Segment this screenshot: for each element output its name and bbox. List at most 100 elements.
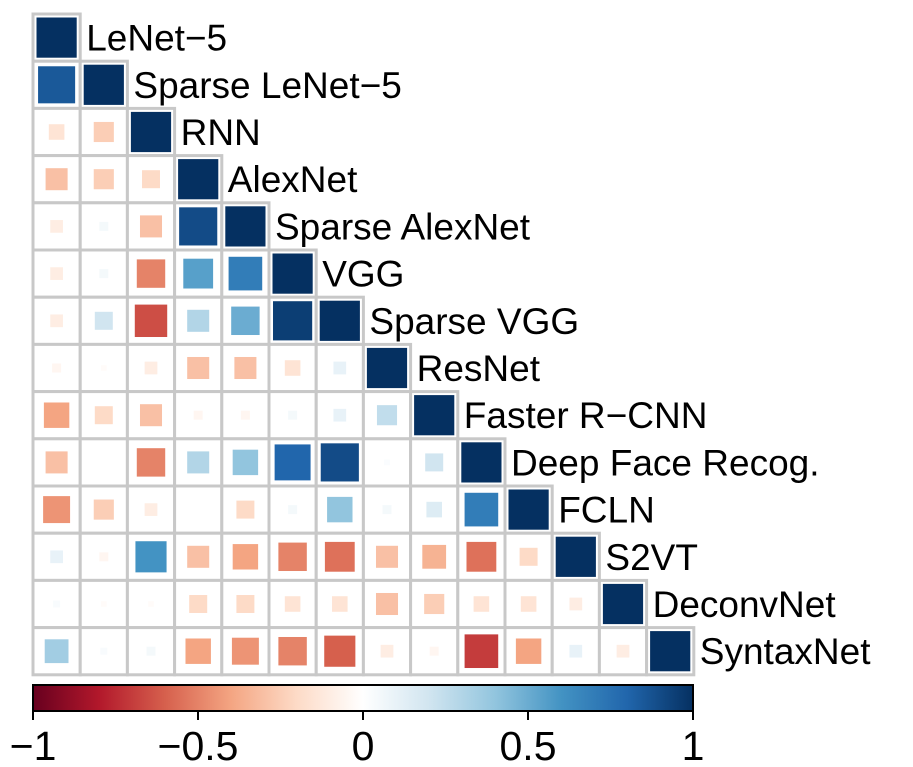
cell-5-0 bbox=[31, 248, 82, 299]
colorbar-tick-label: 0 bbox=[352, 723, 375, 767]
correlation-square bbox=[135, 541, 167, 573]
correlation-square bbox=[332, 596, 348, 612]
correlation-square bbox=[333, 408, 347, 422]
cell-10-8 bbox=[409, 484, 460, 535]
cell-9-8 bbox=[409, 437, 460, 488]
correlation-square bbox=[187, 545, 210, 568]
cell-10-1 bbox=[78, 484, 129, 535]
cell-12-12 bbox=[597, 578, 649, 630]
colorbar-tick-label: −1 bbox=[10, 723, 57, 767]
cell-13-10 bbox=[503, 626, 554, 677]
correlation-square bbox=[320, 443, 359, 482]
cell-5-2 bbox=[125, 248, 177, 299]
cell-6-5 bbox=[267, 295, 318, 346]
cell-11-3 bbox=[173, 531, 224, 582]
cell-12-4 bbox=[220, 578, 271, 630]
cell-7-0 bbox=[31, 342, 82, 394]
cell-3-2 bbox=[125, 154, 177, 205]
cell-3-3 bbox=[173, 154, 224, 205]
correlation-square bbox=[146, 646, 156, 656]
cell-8-1 bbox=[78, 390, 129, 441]
correlation-square bbox=[231, 306, 260, 336]
cell-12-9 bbox=[456, 578, 507, 630]
correlation-square bbox=[376, 405, 398, 426]
cell-5-1 bbox=[78, 248, 129, 299]
correlation-square bbox=[464, 492, 499, 527]
correlation-square bbox=[366, 347, 408, 389]
cell-13-1 bbox=[78, 626, 129, 677]
correlation-square bbox=[273, 301, 313, 341]
cell-6-4 bbox=[220, 295, 271, 346]
cell-9-5 bbox=[267, 437, 318, 488]
correlation-square bbox=[228, 256, 263, 291]
colorbar-gradient bbox=[32, 684, 694, 712]
cell-12-11 bbox=[550, 578, 601, 630]
correlation-square bbox=[602, 583, 644, 625]
cell-13-11 bbox=[550, 626, 601, 677]
cell-7-5 bbox=[267, 342, 318, 394]
correlation-square bbox=[83, 64, 124, 105]
cell-2-2 bbox=[125, 106, 177, 158]
cell-10-0 bbox=[31, 484, 82, 535]
correlation-square bbox=[187, 309, 210, 332]
cell-2-1 bbox=[78, 106, 129, 158]
correlation-square bbox=[225, 206, 266, 247]
correlation-square bbox=[50, 267, 63, 280]
cell-5-5 bbox=[267, 248, 318, 299]
cell-12-10 bbox=[503, 578, 554, 630]
correlation-square bbox=[93, 121, 114, 143]
correlation-square bbox=[284, 596, 301, 612]
label-3: AlexNet bbox=[228, 159, 358, 200]
label-8: Faster R−CNN bbox=[464, 395, 708, 436]
correlation-square bbox=[50, 314, 63, 328]
cell-13-8 bbox=[409, 626, 460, 677]
correlation-square bbox=[99, 221, 109, 231]
cell-13-7 bbox=[361, 626, 413, 677]
cell-9-0 bbox=[31, 437, 82, 488]
correlation-square bbox=[236, 595, 255, 613]
correlation-square bbox=[288, 505, 298, 515]
correlation-square bbox=[178, 159, 219, 200]
correlation-square bbox=[384, 459, 390, 466]
cell-0-0 bbox=[31, 12, 82, 63]
variable-labels: LeNet−5 Sparse LeNet−5 RNN AlexNet Sparse Al… bbox=[86, 18, 871, 673]
correlation-square bbox=[45, 168, 68, 191]
correlation-square bbox=[144, 361, 158, 375]
correlation-square bbox=[144, 503, 158, 516]
correlation-square bbox=[139, 404, 163, 427]
correlation-square bbox=[187, 356, 210, 380]
cell-13-3 bbox=[173, 626, 224, 677]
correlation-square bbox=[272, 253, 313, 294]
cell-13-9 bbox=[456, 626, 507, 677]
cell-6-0 bbox=[31, 295, 82, 346]
correlation-square bbox=[185, 638, 211, 664]
cell-8-2 bbox=[125, 390, 177, 441]
correlation-square bbox=[99, 269, 109, 279]
correlation-square bbox=[48, 124, 65, 140]
cell-8-4 bbox=[220, 390, 271, 441]
correlation-square bbox=[324, 635, 356, 667]
correlation-square bbox=[50, 550, 63, 564]
cell-13-13 bbox=[645, 626, 696, 677]
cell-7-3 bbox=[173, 342, 224, 394]
cell-11-11 bbox=[550, 531, 601, 582]
cell-2-0 bbox=[31, 106, 82, 158]
correlation-square bbox=[43, 496, 71, 524]
cell-12-5 bbox=[267, 578, 318, 630]
correlation-square bbox=[183, 258, 214, 289]
correlation-square bbox=[148, 601, 154, 607]
cell-12-1 bbox=[78, 578, 129, 630]
correlation-square bbox=[461, 442, 502, 483]
cell-11-10 bbox=[503, 531, 554, 582]
cell-10-9 bbox=[456, 484, 507, 535]
correlation-square bbox=[189, 595, 208, 613]
label-11: S2VT bbox=[605, 537, 698, 578]
cell-10-5 bbox=[267, 484, 318, 535]
correlation-square bbox=[515, 638, 542, 664]
cell-3-1 bbox=[78, 154, 129, 205]
cell-9-9 bbox=[456, 437, 507, 488]
correlation-square bbox=[414, 395, 455, 436]
correlation-square bbox=[466, 541, 497, 572]
correlation-square bbox=[288, 410, 298, 420]
